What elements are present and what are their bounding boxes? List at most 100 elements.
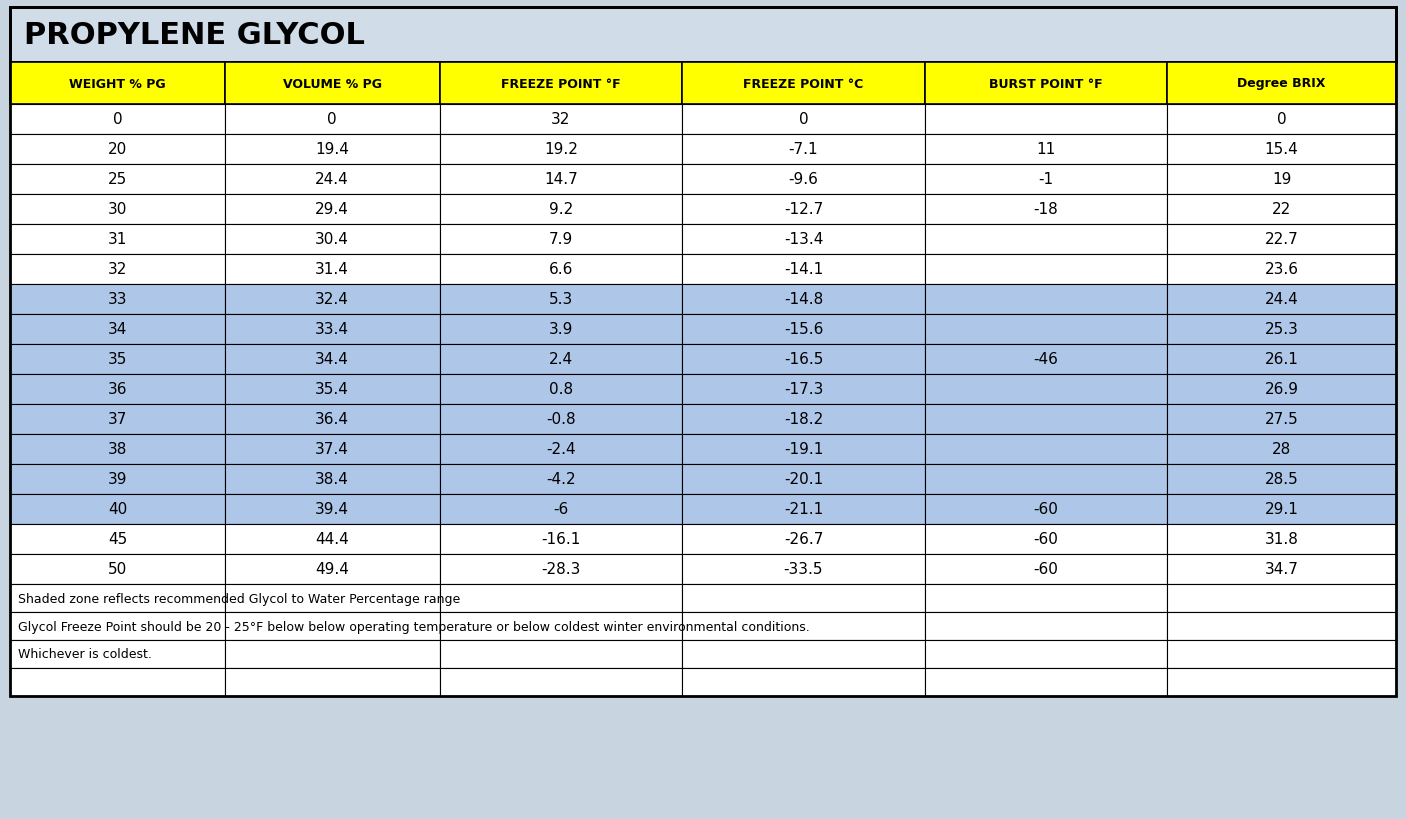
Bar xyxy=(682,63,925,105)
Bar xyxy=(225,668,440,696)
Bar xyxy=(1167,668,1396,696)
Text: 31: 31 xyxy=(108,233,127,247)
Text: 32: 32 xyxy=(108,262,127,277)
Text: 30: 30 xyxy=(108,202,127,217)
Bar xyxy=(682,105,925,135)
Text: 34.4: 34.4 xyxy=(315,352,349,367)
Bar xyxy=(10,8,1396,696)
Bar xyxy=(925,374,1167,405)
Text: 35: 35 xyxy=(108,352,127,367)
Bar xyxy=(225,374,440,405)
Text: -20.1: -20.1 xyxy=(785,472,823,487)
Bar xyxy=(10,640,225,668)
Text: 14.7: 14.7 xyxy=(544,172,578,188)
Text: 31.8: 31.8 xyxy=(1265,532,1299,547)
Text: 23.6: 23.6 xyxy=(1264,262,1299,277)
Bar xyxy=(10,135,225,165)
Bar xyxy=(1167,165,1396,195)
Text: 0: 0 xyxy=(328,112,337,127)
Text: 32.4: 32.4 xyxy=(315,292,349,307)
Text: 11: 11 xyxy=(1036,143,1056,157)
Text: 31.4: 31.4 xyxy=(315,262,349,277)
Text: -26.7: -26.7 xyxy=(783,532,823,547)
Bar xyxy=(440,434,682,464)
Bar xyxy=(10,613,225,640)
Bar xyxy=(10,165,225,195)
Bar xyxy=(440,255,682,285)
Text: -14.8: -14.8 xyxy=(785,292,823,307)
Bar xyxy=(225,464,440,495)
Bar xyxy=(10,668,225,696)
Text: WEIGHT % PG: WEIGHT % PG xyxy=(69,78,166,90)
Text: 29.4: 29.4 xyxy=(315,202,349,217)
Bar xyxy=(682,285,925,314)
Bar xyxy=(925,434,1167,464)
Bar xyxy=(440,495,682,524)
Text: VOLUME % PG: VOLUME % PG xyxy=(283,78,382,90)
Bar xyxy=(10,255,225,285)
Text: 49.4: 49.4 xyxy=(315,562,349,577)
Bar xyxy=(225,405,440,434)
Text: -0.8: -0.8 xyxy=(546,412,575,427)
Bar xyxy=(10,554,225,584)
Bar xyxy=(682,524,925,554)
Bar xyxy=(1167,345,1396,374)
Text: 7.9: 7.9 xyxy=(548,233,574,247)
Bar xyxy=(1167,405,1396,434)
Bar xyxy=(925,255,1167,285)
Bar xyxy=(682,345,925,374)
Text: 0: 0 xyxy=(112,112,122,127)
Bar xyxy=(682,224,925,255)
Bar xyxy=(225,584,440,613)
Bar xyxy=(225,345,440,374)
Bar xyxy=(10,434,225,464)
Text: 0: 0 xyxy=(1277,112,1286,127)
Text: -46: -46 xyxy=(1033,352,1059,367)
Text: 32: 32 xyxy=(551,112,571,127)
Bar xyxy=(225,314,440,345)
Bar xyxy=(440,374,682,405)
Bar xyxy=(682,135,925,165)
Bar xyxy=(925,405,1167,434)
Bar xyxy=(925,495,1167,524)
Bar xyxy=(440,314,682,345)
Bar xyxy=(682,405,925,434)
Bar xyxy=(440,640,682,668)
Bar xyxy=(10,314,225,345)
Text: 3.9: 3.9 xyxy=(548,322,574,337)
Bar xyxy=(925,63,1167,105)
Text: 30.4: 30.4 xyxy=(315,233,349,247)
Bar xyxy=(10,495,225,524)
Bar xyxy=(925,285,1167,314)
Text: -12.7: -12.7 xyxy=(785,202,823,217)
Bar xyxy=(1167,135,1396,165)
Text: 28: 28 xyxy=(1272,442,1291,457)
Bar xyxy=(1167,224,1396,255)
Text: 38.4: 38.4 xyxy=(315,472,349,487)
Bar xyxy=(682,165,925,195)
Bar xyxy=(682,195,925,224)
Text: 36: 36 xyxy=(108,382,127,397)
Bar xyxy=(225,554,440,584)
Bar xyxy=(225,285,440,314)
Text: 29.1: 29.1 xyxy=(1265,502,1299,517)
Bar xyxy=(925,524,1167,554)
Bar xyxy=(10,345,225,374)
Text: 33: 33 xyxy=(108,292,127,307)
Bar xyxy=(1167,63,1396,105)
Text: Degree BRIX: Degree BRIX xyxy=(1237,78,1326,90)
Bar xyxy=(10,8,1396,63)
Bar xyxy=(10,195,225,224)
Bar xyxy=(440,195,682,224)
Text: BURST POINT °F: BURST POINT °F xyxy=(990,78,1102,90)
Text: -28.3: -28.3 xyxy=(541,562,581,577)
Text: 36.4: 36.4 xyxy=(315,412,349,427)
Bar xyxy=(10,524,225,554)
Text: 0: 0 xyxy=(799,112,808,127)
Text: Shaded zone reflects recommended Glycol to Water Percentage range: Shaded zone reflects recommended Glycol … xyxy=(18,592,460,604)
Text: 37.4: 37.4 xyxy=(315,442,349,457)
Bar xyxy=(440,405,682,434)
Bar xyxy=(225,105,440,135)
Text: 19.4: 19.4 xyxy=(315,143,349,157)
Text: -1: -1 xyxy=(1039,172,1053,188)
